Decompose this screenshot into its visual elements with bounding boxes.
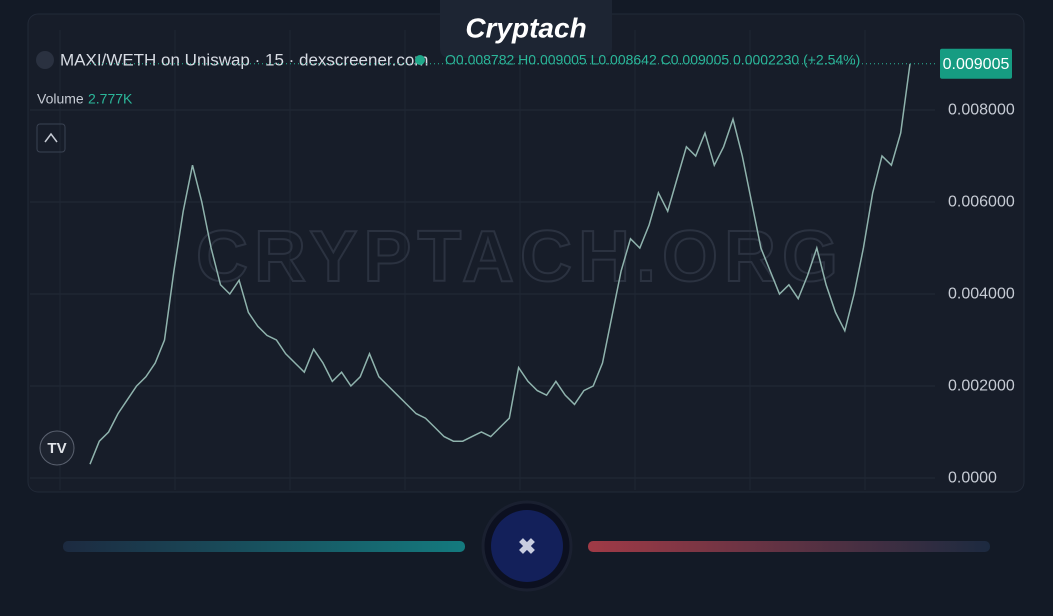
tv-logo [39, 430, 75, 466]
volume-label: Volume [37, 91, 84, 107]
logo-inner [491, 510, 563, 582]
y-tick-label: 0.0000 [948, 469, 997, 486]
collapse-icon [44, 132, 58, 143]
price-line [89, 63, 911, 465]
slider-left [63, 541, 465, 552]
last-price-label: 0.009005 [943, 56, 1010, 73]
volume-value: 2.777K [88, 91, 133, 107]
logo-mark: ✖ [518, 534, 536, 559]
tv-logo-text: TV [47, 440, 66, 457]
status-dot [415, 55, 425, 65]
y-tick-label: 0.006000 [948, 193, 1015, 210]
brand-tab [440, 0, 612, 58]
slider-right [588, 541, 990, 552]
brand: Cryptach [465, 12, 586, 43]
last-price-box [940, 48, 1012, 79]
y-tick-label: 0.002000 [948, 377, 1015, 394]
chart-title: MAXI/WETH on Uniswap · 15 · dexscreener.… [60, 50, 428, 69]
pair-icon [36, 51, 54, 69]
ohlc: O0.008782 H0.009005 L0.008642 C0.009005 … [445, 52, 860, 68]
y-tick-label: 0.004000 [948, 285, 1015, 302]
y-tick-label: 0.008000 [948, 101, 1015, 118]
watermark: CRYPTACH.ORG [196, 217, 844, 297]
collapse-button[interactable] [36, 123, 66, 153]
